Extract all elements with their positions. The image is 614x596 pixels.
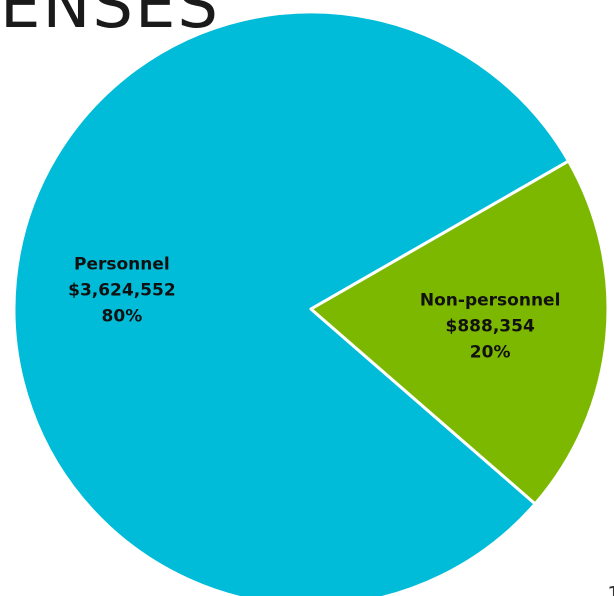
slice-amount-personnel: $3,624,552 — [68, 281, 176, 301]
slice-percent-personnel: 80% — [102, 307, 143, 327]
slide-title: ENSES — [0, 0, 220, 43]
slice-amount-non-personnel: $888,354 — [446, 316, 535, 336]
slice-label-non-personnel: Non-personnel — [420, 290, 561, 310]
slice-label-personnel: Personnel — [74, 255, 170, 275]
page-number: 1 — [607, 582, 614, 596]
slice-percent-non-personnel: 20% — [470, 342, 511, 362]
pie-slice-non-personnel — [309, 159, 610, 506]
pie-slice-personnel — [12, 10, 571, 596]
